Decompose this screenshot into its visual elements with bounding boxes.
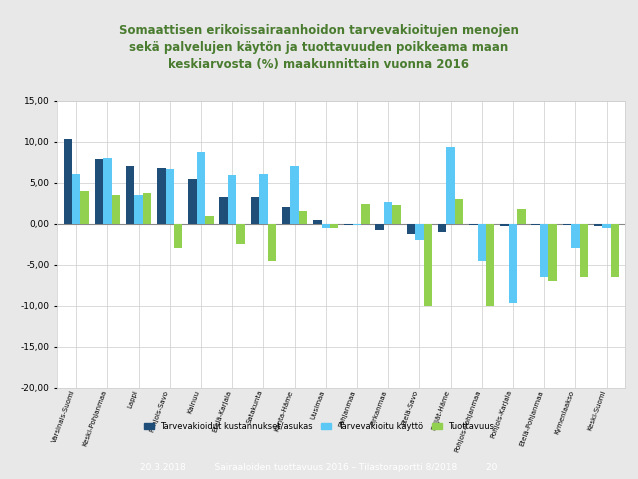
Bar xyxy=(447,147,455,224)
Bar xyxy=(219,197,228,224)
Legend: Tarvevakioidut kustannukset/asukas, Tarvevakioitu käyttö, Tuottavuus: Tarvevakioidut kustannukset/asukas, Tarv… xyxy=(140,419,498,434)
Bar xyxy=(548,224,557,281)
Bar xyxy=(594,224,602,226)
Bar xyxy=(236,224,245,244)
Bar xyxy=(563,224,571,226)
Bar xyxy=(571,224,579,249)
Bar xyxy=(299,211,307,224)
Text: 20.3.2018          Sairaaloiden tuottavuus 2016 – Tilastoraportti 8/2018        : 20.3.2018 Sairaaloiden tuottavuus 2016 –… xyxy=(140,463,498,471)
Bar xyxy=(392,205,401,224)
Bar xyxy=(477,224,486,261)
Bar xyxy=(469,224,477,226)
Bar xyxy=(64,139,72,224)
Bar xyxy=(361,204,369,224)
Bar xyxy=(384,203,392,224)
Bar xyxy=(500,224,508,226)
Bar xyxy=(165,169,174,224)
Bar xyxy=(205,216,214,224)
Bar xyxy=(267,224,276,261)
Bar xyxy=(579,224,588,277)
Bar xyxy=(353,224,361,225)
Bar xyxy=(197,152,205,224)
Bar xyxy=(112,195,120,224)
Bar xyxy=(611,224,619,277)
Bar xyxy=(228,175,236,224)
Bar xyxy=(508,224,517,303)
Bar xyxy=(143,193,151,224)
Bar xyxy=(282,207,290,224)
Bar xyxy=(313,220,322,224)
Bar xyxy=(322,224,330,228)
Bar xyxy=(103,158,112,224)
Bar xyxy=(424,224,432,306)
Bar xyxy=(345,224,353,225)
Bar xyxy=(135,195,143,224)
Bar xyxy=(438,224,447,232)
Bar xyxy=(251,197,259,224)
Bar xyxy=(531,224,540,226)
Bar xyxy=(455,199,463,224)
Bar xyxy=(415,224,424,240)
Bar xyxy=(157,168,165,224)
Bar xyxy=(174,224,182,249)
Bar xyxy=(602,224,611,228)
Bar xyxy=(72,174,80,224)
Bar xyxy=(330,224,338,228)
Bar xyxy=(188,179,197,224)
Bar xyxy=(540,224,548,277)
Bar xyxy=(80,191,89,224)
Text: Somaattisen erikoissairaanhoidon tarvevakioitujen menojen
sekä palvelujen käytön: Somaattisen erikoissairaanhoidon tarveva… xyxy=(119,24,519,71)
Bar xyxy=(406,224,415,234)
Bar xyxy=(126,166,135,224)
Bar xyxy=(290,166,299,224)
Bar xyxy=(94,159,103,224)
Bar xyxy=(517,209,526,224)
Bar xyxy=(376,224,384,229)
Bar xyxy=(259,174,267,224)
Bar xyxy=(486,224,494,306)
